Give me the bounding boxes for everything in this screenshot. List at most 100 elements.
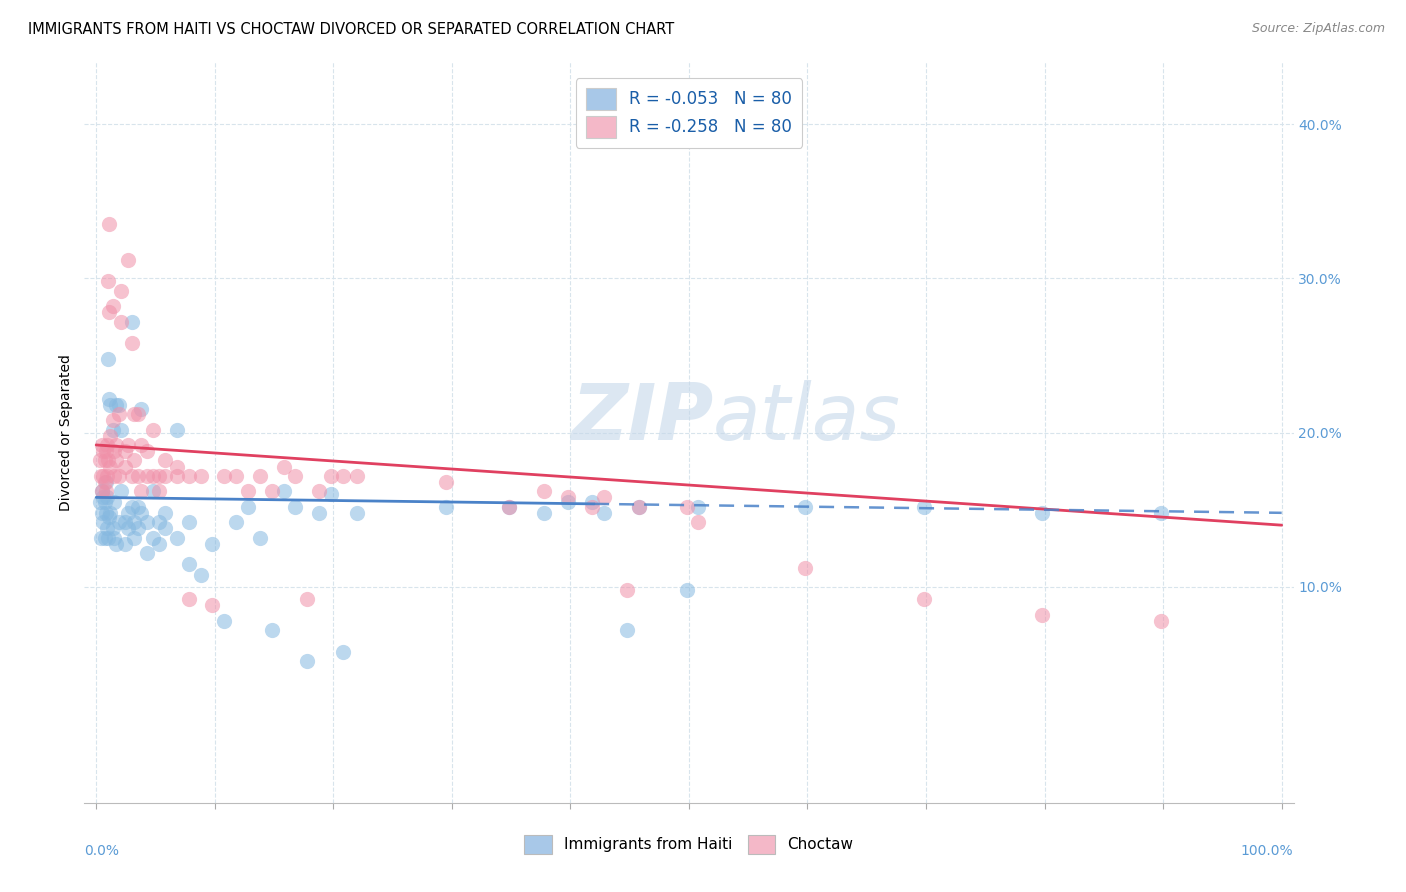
Point [127, 521, 149, 535]
Point [581, 495, 603, 509]
Point [122, 453, 145, 467]
Point [103, 531, 125, 545]
Point [148, 536, 170, 550]
Point [114, 536, 136, 550]
Point [136, 546, 159, 560]
Point [166, 459, 188, 474]
Point [96, 468, 118, 483]
Point [794, 561, 817, 575]
Point [297, 654, 319, 668]
Point [129, 484, 152, 499]
Point [628, 500, 651, 514]
Point [114, 444, 136, 458]
Point [628, 500, 651, 514]
Point [97, 531, 120, 545]
Point [434, 475, 457, 489]
Point [93, 495, 115, 509]
Point [346, 468, 368, 483]
Point [177, 592, 200, 607]
Point [105, 453, 128, 467]
Point [249, 531, 271, 545]
Point [121, 468, 143, 483]
Point [136, 444, 159, 458]
Text: Source: ZipAtlas.com: Source: ZipAtlas.com [1251, 22, 1385, 36]
Text: ZIP: ZIP [571, 380, 713, 456]
Point [96, 438, 118, 452]
Point [110, 423, 132, 437]
Point [557, 491, 579, 505]
Point [89, 495, 111, 509]
Point [121, 336, 143, 351]
Point [94, 484, 117, 499]
Text: IMMIGRANTS FROM HAITI VS CHOCTAW DIVORCED OR SEPARATED CORRELATION CHART: IMMIGRANTS FROM HAITI VS CHOCTAW DIVORCE… [28, 22, 675, 37]
Point [273, 459, 295, 474]
Point [117, 506, 139, 520]
Point [91, 484, 114, 499]
Point [122, 515, 145, 529]
Point [533, 484, 555, 499]
Point [166, 423, 188, 437]
Point [100, 459, 122, 474]
Point [127, 500, 149, 514]
Point [89, 453, 111, 467]
Point [107, 398, 129, 412]
Point [284, 500, 307, 514]
Point [212, 614, 235, 628]
Point [100, 398, 122, 412]
Point [688, 515, 710, 529]
Point [101, 413, 124, 427]
Text: 0.0%: 0.0% [84, 844, 120, 857]
Point [96, 491, 118, 505]
Point [592, 491, 614, 505]
Point [90, 531, 112, 545]
Point [129, 402, 152, 417]
Point [98, 392, 121, 406]
Point [90, 468, 112, 483]
Point [97, 275, 120, 289]
Point [260, 623, 283, 637]
Point [97, 351, 120, 366]
Point [284, 468, 307, 483]
Point [103, 495, 125, 509]
Point [319, 468, 342, 483]
Point [91, 515, 114, 529]
Point [129, 506, 152, 520]
Point [166, 468, 188, 483]
Point [177, 515, 200, 529]
Point [794, 500, 817, 514]
Point [142, 531, 165, 545]
Point [153, 468, 176, 483]
Point [498, 500, 520, 514]
Point [110, 484, 132, 499]
Point [107, 468, 129, 483]
Point [236, 500, 259, 514]
Point [107, 407, 129, 421]
Point [273, 484, 295, 499]
Point [117, 521, 139, 535]
Point [201, 599, 224, 613]
Point [105, 536, 128, 550]
Point [107, 515, 129, 529]
Point [616, 582, 638, 597]
Point [319, 487, 342, 501]
Point [332, 645, 354, 659]
Point [533, 506, 555, 520]
Point [153, 453, 176, 467]
Point [142, 468, 165, 483]
Point [177, 557, 200, 571]
Point [127, 407, 149, 421]
Point [103, 444, 125, 458]
Point [114, 515, 136, 529]
Point [434, 500, 457, 514]
Point [136, 468, 159, 483]
Point [201, 536, 224, 550]
Point [148, 468, 170, 483]
Point [912, 592, 935, 607]
Point [91, 491, 114, 505]
Point [346, 506, 368, 520]
Point [122, 531, 145, 545]
Y-axis label: Divorced or Separated: Divorced or Separated [59, 354, 73, 511]
Point [142, 423, 165, 437]
Point [117, 438, 139, 452]
Point [98, 218, 121, 232]
